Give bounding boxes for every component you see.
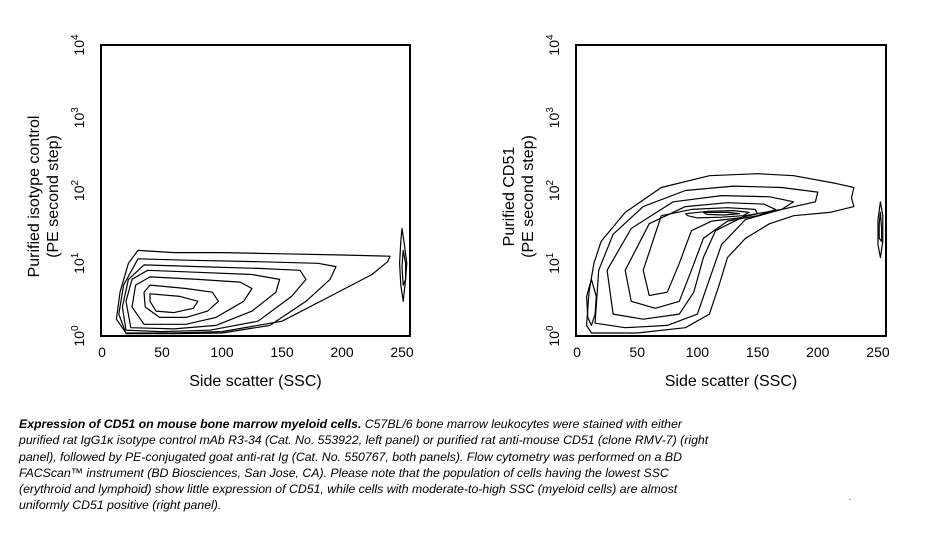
x-tick-label: 150 bbox=[270, 344, 294, 360]
contour-line bbox=[877, 201, 884, 259]
x-tick-label: 0 bbox=[98, 344, 106, 360]
x-tick-label: 100 bbox=[686, 344, 710, 360]
figure-caption: Expression of CD51 on mouse bone marrow … bbox=[19, 416, 819, 514]
caption-line-1: C57BL/6 bone marrow leukocytes were stai… bbox=[361, 417, 682, 431]
caption-line-6: uniformly CD51 positive (right panel). bbox=[19, 498, 222, 513]
caption-line-4: FACScan™ instrument (BD Biosciences, San… bbox=[19, 465, 669, 480]
y-tick-label: 103 bbox=[70, 107, 87, 129]
panel-left: 0 50 100 150 200 250 100 101 102 103 104 Side scatt… bbox=[26, 34, 414, 390]
x-tick-label: 50 bbox=[629, 344, 645, 360]
contour-line bbox=[878, 211, 883, 242]
y-tick-label: 100 bbox=[70, 325, 87, 347]
contour-line bbox=[585, 278, 597, 326]
contour-line bbox=[131, 276, 253, 325]
caption-line-2: purified rat IgG1κ isotype control mAb R… bbox=[19, 433, 709, 448]
contour-line bbox=[115, 249, 391, 334]
contour-line bbox=[624, 202, 777, 309]
y-tick-label: 104 bbox=[70, 34, 87, 56]
y-tick-label: 102 bbox=[545, 179, 562, 201]
y-tick-label: 102 bbox=[70, 179, 87, 201]
y-axis-label: Purified isotype control bbox=[26, 116, 43, 278]
y-tick-label: 104 bbox=[545, 34, 562, 56]
x-tick-label: 100 bbox=[210, 344, 234, 360]
x-tick-label: 250 bbox=[866, 344, 890, 360]
contour-line bbox=[594, 185, 819, 329]
contour-line bbox=[125, 269, 281, 330]
contour-line bbox=[149, 293, 199, 314]
x-tick-label: 0 bbox=[573, 344, 581, 360]
y-tick-label: 100 bbox=[545, 325, 562, 347]
y-tick-label: 103 bbox=[545, 107, 562, 129]
contour-line bbox=[121, 264, 307, 333]
plot-frame bbox=[575, 44, 887, 337]
y-axis-label: (PE second step) bbox=[520, 135, 537, 258]
x-tick-label: 250 bbox=[390, 344, 414, 360]
caption-line-3: panel), followed by PE-conjugated goat a… bbox=[19, 449, 683, 464]
contour-line bbox=[702, 211, 741, 216]
contour-line bbox=[642, 207, 759, 297]
x-tick-label: 150 bbox=[746, 344, 770, 360]
x-tick-label: 200 bbox=[806, 344, 830, 360]
x-axis-label: Side scatter (SSC) bbox=[665, 373, 797, 390]
contour-line bbox=[399, 227, 408, 302]
contour-line bbox=[143, 284, 219, 318]
y-tick-label: 101 bbox=[545, 252, 562, 274]
contour-line bbox=[118, 258, 337, 335]
x-axis-label: Side scatter (SSC) bbox=[189, 373, 321, 390]
contour-line bbox=[684, 210, 750, 219]
contour-line bbox=[401, 249, 407, 286]
y-axis-label: Purified CD51 bbox=[501, 147, 518, 247]
caption-line-5: (erythroid and lymphoid) show little exp… bbox=[19, 482, 678, 497]
contour-line bbox=[585, 173, 855, 334]
caption-title: Expression of CD51 on mouse bone marrow … bbox=[19, 417, 362, 431]
stray-mark: . bbox=[848, 489, 852, 503]
y-axis-label: (PE second step) bbox=[45, 135, 62, 258]
flow-cytometry-figure: 0 50 100 150 200 250 100 101 102 103 104 Side scatt… bbox=[26, 34, 890, 390]
x-tick-label: 200 bbox=[330, 344, 354, 360]
x-tick-label: 50 bbox=[154, 344, 170, 360]
plot-frame bbox=[100, 44, 411, 337]
contour-line bbox=[606, 195, 795, 320]
panel-right: 0 50 100 150 200 250 100 101 102 103 104 Side scatt… bbox=[501, 34, 890, 390]
y-tick-label: 101 bbox=[70, 252, 87, 274]
